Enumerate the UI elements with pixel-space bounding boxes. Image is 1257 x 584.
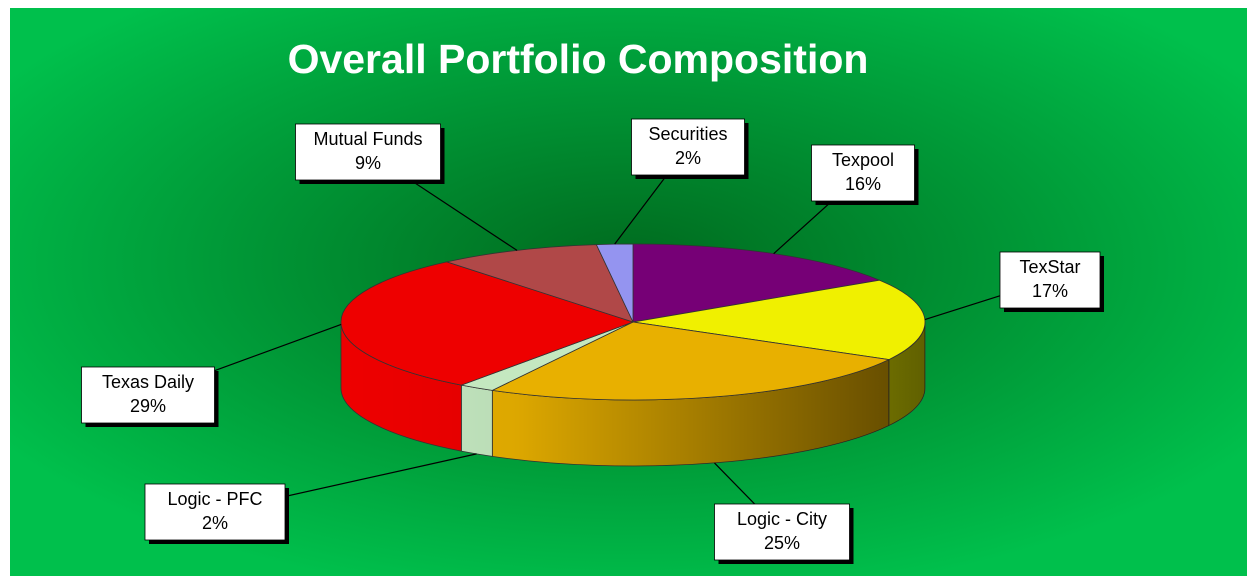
label-value: 2% <box>202 513 228 533</box>
label-box <box>811 144 915 202</box>
label-value: 29% <box>130 396 166 416</box>
side-shade <box>341 322 462 452</box>
label-name: TexStar <box>1019 257 1080 277</box>
slice <box>632 243 881 323</box>
label-name: Logic - PFC <box>167 489 262 509</box>
label-box <box>144 483 286 541</box>
label-box <box>81 366 215 424</box>
label-value: 17% <box>1032 281 1068 301</box>
label-value: 25% <box>764 533 800 553</box>
side-shade <box>888 322 925 426</box>
label-name: Logic - City <box>737 509 827 529</box>
slice <box>490 321 891 401</box>
label-box <box>999 251 1101 309</box>
side-shade <box>461 385 493 457</box>
label-name: Texas Daily <box>102 372 194 392</box>
label-name: Texpool <box>832 150 894 170</box>
side-shade <box>492 359 889 466</box>
label-box <box>714 503 850 561</box>
label-value: 9% <box>355 153 381 173</box>
slice <box>340 261 635 386</box>
label-value: 16% <box>845 174 881 194</box>
label-box <box>631 118 745 176</box>
label-name: Mutual Funds <box>313 129 422 149</box>
slice <box>632 279 926 360</box>
label-box <box>295 123 441 181</box>
chart-title: Overall Portfolio Composition <box>288 36 869 82</box>
label-value: 2% <box>675 148 701 168</box>
label-name: Securities <box>648 124 727 144</box>
